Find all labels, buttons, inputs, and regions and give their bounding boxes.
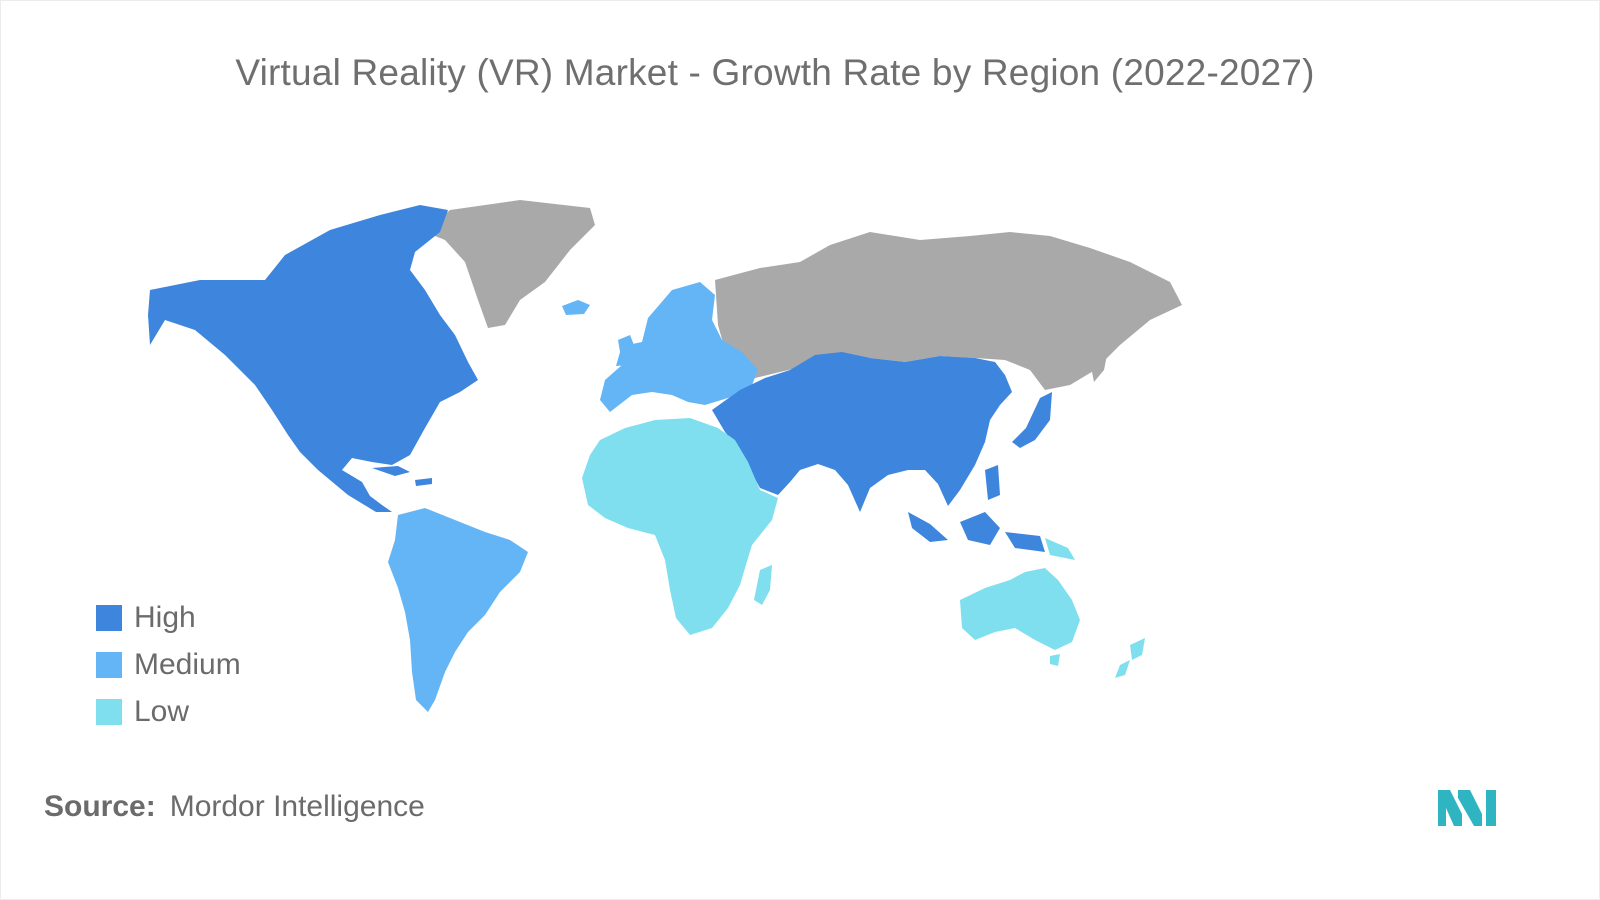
mordor-intelligence-logo-icon [1438,786,1498,826]
source-text: Mordor Intelligence [170,790,425,823]
region-japan [1012,392,1052,448]
legend: High Medium Low [96,594,241,735]
region-caribbean [372,466,432,486]
legend-label-medium: Medium [134,648,241,682]
legend-item-high: High [96,594,241,641]
region-madagascar [754,565,772,605]
legend-swatch-low [96,699,122,725]
region-new-zealand [1115,638,1145,678]
source-label: Source: [44,790,156,823]
legend-swatch-medium [96,652,122,678]
legend-label-high: High [134,601,196,635]
legend-swatch-high [96,605,122,631]
region-iceland [562,300,590,315]
region-tasmania [1050,654,1060,666]
region-south-america [388,508,528,712]
legend-item-medium: Medium [96,641,241,688]
legend-label-low: Low [134,695,189,729]
region-southeast-asia-islands [908,465,1045,552]
region-australia [960,568,1080,650]
source-line: Source: Mordor Intelligence [44,790,425,824]
region-north-america [148,205,478,512]
region-papua-new-guinea [1045,538,1075,560]
legend-item-low: Low [96,688,241,735]
logo-stroke-3 [1486,790,1496,826]
